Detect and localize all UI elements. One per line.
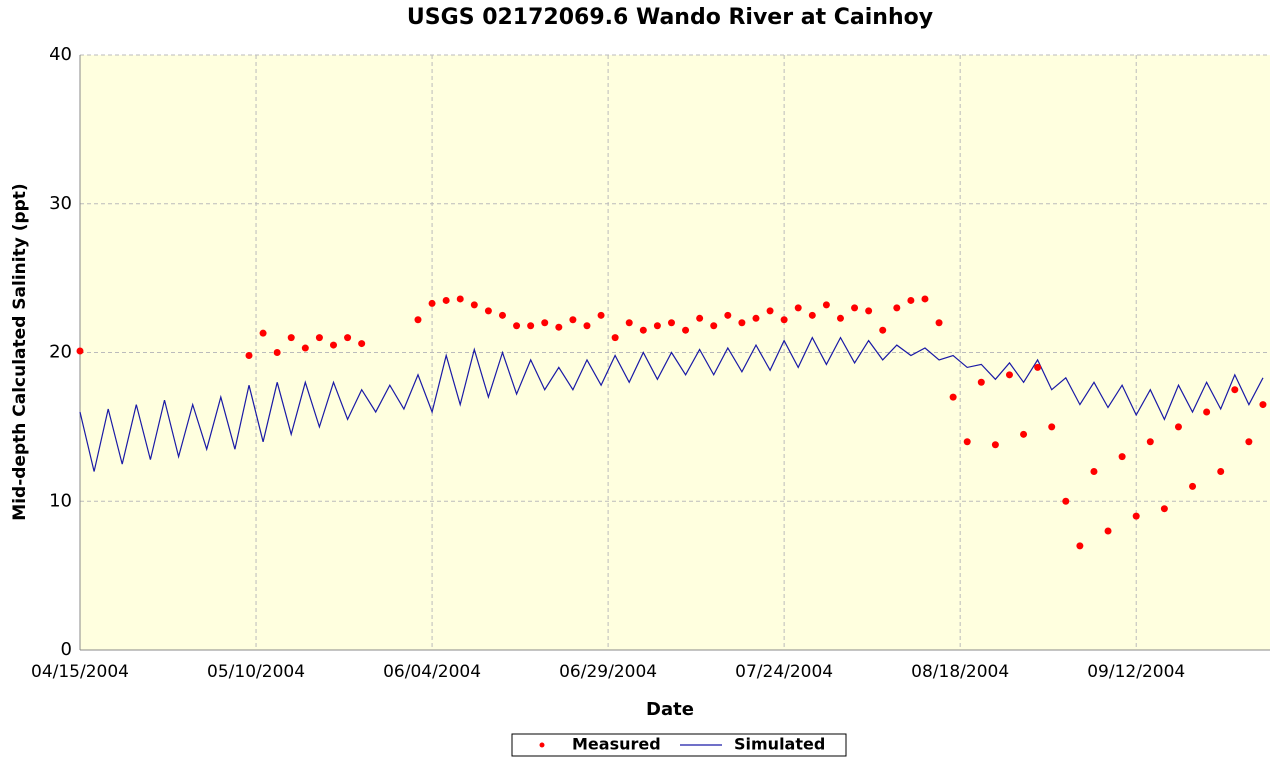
data-point <box>752 314 760 322</box>
data-point <box>949 393 957 401</box>
data-point <box>1174 423 1182 431</box>
data-point <box>991 441 999 449</box>
data-point <box>76 347 84 355</box>
y-tick-label: 0 <box>61 639 72 660</box>
data-point <box>569 316 577 324</box>
data-point <box>259 329 267 337</box>
data-point <box>273 349 281 356</box>
data-point <box>836 314 844 322</box>
legend-box <box>511 733 847 757</box>
data-point <box>414 316 422 324</box>
x-tick-label: 06/29/2004 <box>559 662 657 682</box>
data-point <box>245 351 253 359</box>
data-point <box>963 438 971 446</box>
data-point <box>442 296 450 304</box>
data-point <box>977 378 985 386</box>
chart-title: USGS 02172069.6 Wando River at Cainhoy <box>407 5 933 30</box>
legend-label: Measured <box>572 735 661 754</box>
data-point <box>597 311 605 319</box>
data-point <box>1146 438 1154 446</box>
data-point <box>541 319 549 327</box>
data-point <box>710 322 718 330</box>
data-point <box>301 344 309 352</box>
y-tick-label: 10 <box>49 490 72 511</box>
data-point <box>1132 512 1140 520</box>
data-point <box>315 334 323 342</box>
data-point <box>851 304 859 312</box>
data-point <box>653 322 661 330</box>
x-tick-label: 06/04/2004 <box>383 662 481 682</box>
data-point <box>555 323 563 331</box>
data-point <box>921 295 929 303</box>
data-point <box>1062 497 1070 505</box>
data-point <box>935 319 943 327</box>
data-point <box>879 326 887 334</box>
data-point <box>287 334 295 342</box>
data-point <box>1034 363 1042 371</box>
legend-label: Simulated <box>734 735 825 754</box>
data-point <box>1245 438 1253 446</box>
data-point <box>498 311 506 319</box>
legend-marker <box>539 742 545 748</box>
data-point <box>470 301 478 309</box>
data-point <box>738 319 746 327</box>
data-point <box>1189 482 1197 490</box>
data-point <box>513 322 521 330</box>
data-point <box>766 307 774 315</box>
data-point <box>893 304 901 312</box>
data-point <box>865 307 873 315</box>
data-point <box>583 322 591 330</box>
x-tick-label: 04/15/2004 <box>31 662 129 682</box>
data-point <box>1203 408 1211 416</box>
data-point <box>625 319 633 327</box>
data-point <box>667 319 675 327</box>
data-point <box>484 307 492 315</box>
data-point <box>329 341 337 349</box>
data-point <box>1076 542 1084 550</box>
data-point <box>358 340 366 348</box>
data-point <box>1118 453 1126 461</box>
x-axis-label: Date <box>646 699 694 720</box>
data-point <box>794 304 802 312</box>
data-point <box>456 295 464 303</box>
data-point <box>907 296 915 304</box>
data-point <box>696 314 704 322</box>
data-point <box>1048 423 1056 431</box>
data-point <box>1231 386 1239 394</box>
data-point <box>1020 430 1028 438</box>
data-point <box>1259 401 1267 409</box>
y-axis-label: Mid-depth Calculated Salinity (ppt) <box>10 183 30 520</box>
y-tick-label: 20 <box>49 342 72 363</box>
data-point <box>1160 505 1168 513</box>
data-point <box>428 299 436 307</box>
data-point <box>780 316 788 324</box>
data-point <box>1005 371 1013 379</box>
data-point <box>611 334 619 342</box>
data-point <box>344 334 352 342</box>
data-point <box>682 326 690 334</box>
data-point <box>724 311 732 319</box>
data-point <box>1090 468 1098 475</box>
y-tick-label: 40 <box>49 44 72 65</box>
x-tick-label: 08/18/2004 <box>911 662 1009 682</box>
series-line <box>79 336 1264 472</box>
data-point <box>808 311 816 319</box>
data-point <box>1217 468 1225 475</box>
data-point <box>1104 527 1112 535</box>
data-point <box>822 301 830 309</box>
x-tick-label: 07/24/2004 <box>735 662 833 682</box>
x-tick-label: 05/10/2004 <box>207 662 305 682</box>
x-tick-label: 09/12/2004 <box>1087 662 1185 682</box>
data-point <box>527 322 535 330</box>
data-point <box>639 326 647 334</box>
y-tick-label: 30 <box>49 193 72 214</box>
